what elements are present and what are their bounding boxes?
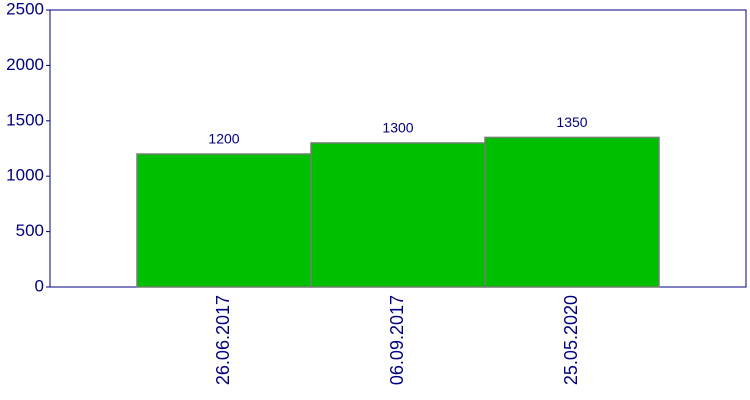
value-label: 1350: [556, 114, 587, 130]
x-tick-label: 26.06.2017: [213, 295, 233, 385]
x-tick-label: 06.09.2017: [387, 295, 407, 385]
x-tick-label: 25.05.2020: [561, 295, 581, 385]
y-tick-label: 0: [35, 276, 44, 295]
y-tick-label: 500: [16, 221, 44, 240]
bar: [484, 136, 660, 288]
y-tick-label: 1500: [6, 110, 44, 129]
bar: [136, 153, 312, 288]
y-tick-label: 2500: [6, 0, 44, 18]
value-label: 1200: [208, 131, 239, 147]
y-tick-label: 1000: [6, 166, 44, 185]
value-label: 1300: [382, 120, 413, 136]
bar: [310, 142, 486, 288]
y-tick-label: 2000: [6, 55, 44, 74]
